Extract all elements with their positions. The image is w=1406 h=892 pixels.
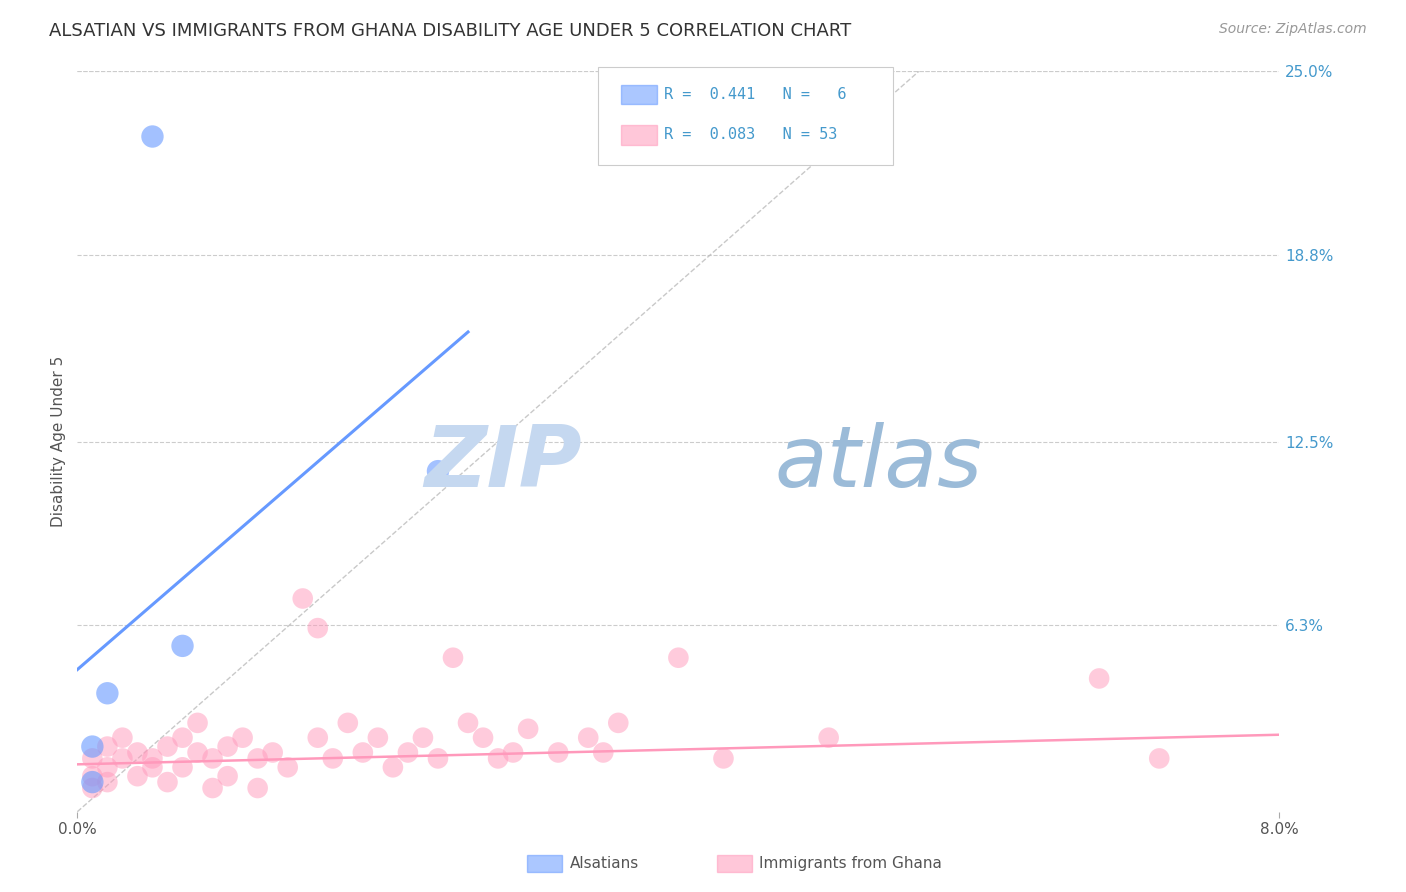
Text: Alsatians: Alsatians <box>569 856 638 871</box>
Text: Source: ZipAtlas.com: Source: ZipAtlas.com <box>1219 22 1367 37</box>
Point <box>576 731 599 745</box>
Point <box>96 760 118 774</box>
Point <box>427 751 450 765</box>
Point <box>111 731 134 745</box>
Point <box>472 731 495 745</box>
Point <box>502 746 524 760</box>
Point <box>1149 751 1171 765</box>
Point <box>217 739 239 754</box>
Point <box>486 751 509 765</box>
Point <box>141 751 163 765</box>
Point <box>291 591 314 606</box>
Point <box>187 715 209 730</box>
Point <box>517 722 540 736</box>
Point <box>82 739 104 754</box>
Point <box>187 746 209 760</box>
Point <box>262 746 284 760</box>
Point <box>547 746 569 760</box>
Point <box>111 751 134 765</box>
Point <box>82 769 104 783</box>
Point <box>96 686 118 700</box>
Y-axis label: Disability Age Under 5: Disability Age Under 5 <box>51 356 66 527</box>
Point <box>367 731 389 745</box>
Point <box>307 621 329 635</box>
Point <box>381 760 404 774</box>
Point <box>668 650 690 665</box>
Point <box>172 731 194 745</box>
Point <box>201 751 224 765</box>
Point <box>96 775 118 789</box>
Point <box>217 769 239 783</box>
Point <box>441 650 464 665</box>
Point <box>246 751 269 765</box>
Point <box>141 129 163 144</box>
Point <box>172 639 194 653</box>
Point <box>156 739 179 754</box>
Point <box>156 775 179 789</box>
Point <box>141 760 163 774</box>
Point <box>592 746 614 760</box>
Point <box>1088 672 1111 686</box>
Point <box>307 731 329 745</box>
Point <box>172 760 194 774</box>
Point <box>82 780 104 795</box>
Text: R =  0.083   N = 53: R = 0.083 N = 53 <box>664 128 837 142</box>
Text: ALSATIAN VS IMMIGRANTS FROM GHANA DISABILITY AGE UNDER 5 CORRELATION CHART: ALSATIAN VS IMMIGRANTS FROM GHANA DISABI… <box>49 22 852 40</box>
Text: atlas: atlas <box>775 422 983 505</box>
Point <box>201 780 224 795</box>
Point <box>127 769 149 783</box>
Point <box>336 715 359 730</box>
Point <box>82 751 104 765</box>
Point <box>396 746 419 760</box>
Point <box>412 731 434 745</box>
Point <box>82 775 104 789</box>
Point <box>277 760 299 774</box>
Point <box>352 746 374 760</box>
Point <box>713 751 735 765</box>
Point <box>607 715 630 730</box>
Text: Immigrants from Ghana: Immigrants from Ghana <box>759 856 942 871</box>
Text: ZIP: ZIP <box>425 422 582 505</box>
Point <box>127 746 149 760</box>
Point <box>96 739 118 754</box>
Point <box>817 731 839 745</box>
Point <box>232 731 254 745</box>
Point <box>246 780 269 795</box>
Point <box>322 751 344 765</box>
Point <box>457 715 479 730</box>
Point <box>427 464 450 478</box>
Text: R =  0.441   N =   6: R = 0.441 N = 6 <box>664 87 846 102</box>
